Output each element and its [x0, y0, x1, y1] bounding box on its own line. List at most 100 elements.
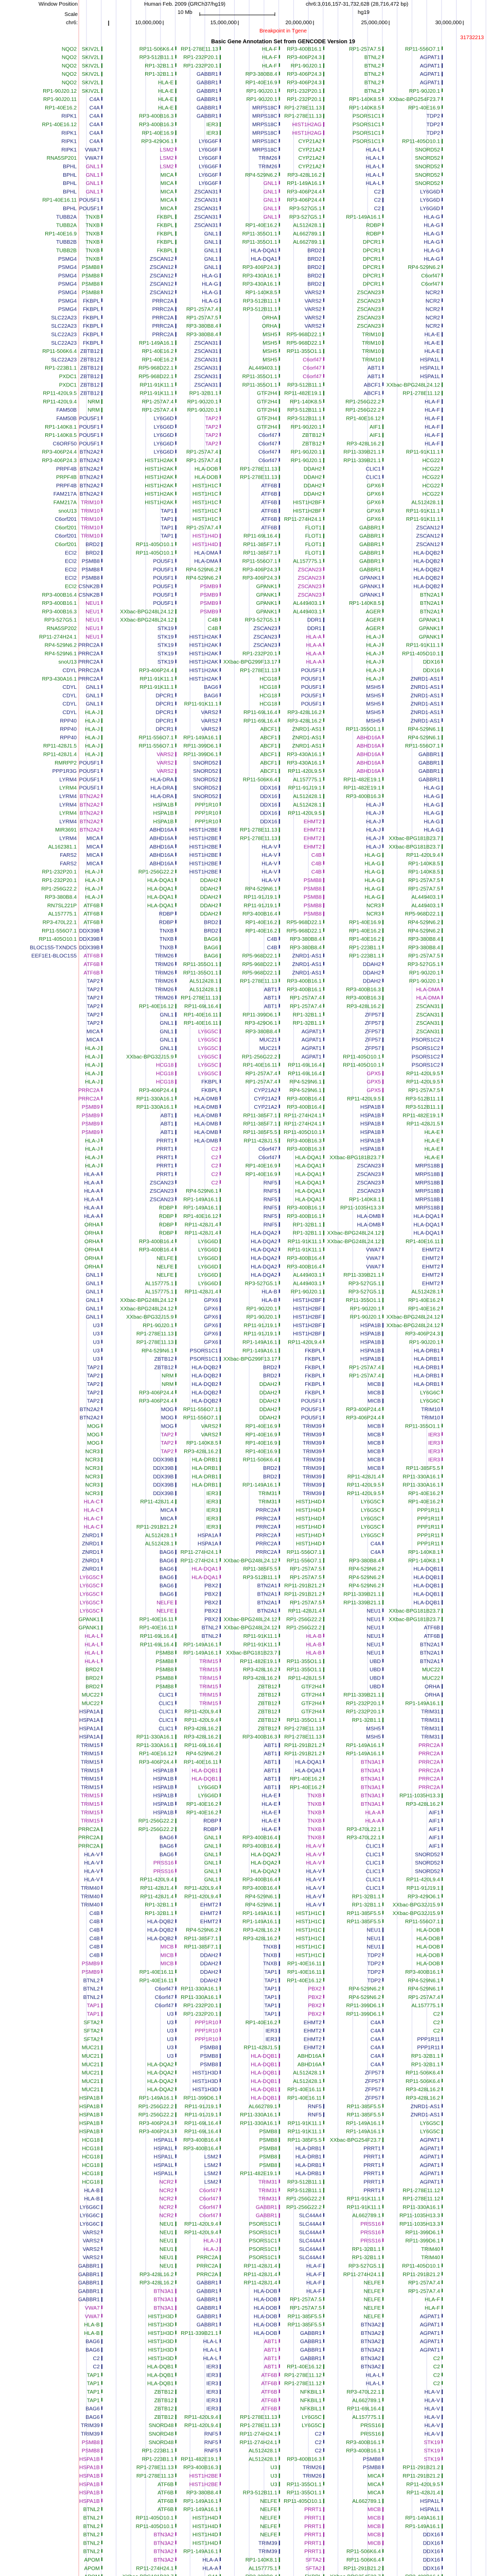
svg-text:VARS2: VARS2 [305, 315, 322, 321]
svg-text:TRIM15: TRIM15 [199, 1684, 218, 1690]
svg-text:U3: U3 [167, 2028, 173, 2034]
svg-text:PRRC2A: PRRC2A [418, 1743, 440, 1749]
svg-text:RP1-40E16.12: RP1-40E16.12 [287, 1978, 322, 1984]
svg-text:PBX2: PBX2 [308, 1987, 322, 1992]
svg-text:BAG6: BAG6 [85, 2406, 100, 2412]
svg-text:BTN3A2: BTN3A2 [153, 2540, 173, 2546]
svg-text:RDBP: RDBP [159, 1231, 174, 1236]
svg-text:LY6G5C: LY6G5C [198, 1063, 218, 1069]
svg-text:RP3-429O6.1: RP3-429O6.1 [408, 1894, 440, 1900]
svg-text:HLA-DQA1: HLA-DQA1 [295, 1760, 322, 1766]
svg-text:HCG18: HCG18 [82, 2138, 100, 2143]
svg-text:TRIM40: TRIM40 [81, 1894, 100, 1900]
svg-text:HLA-DQA1: HLA-DQA1 [295, 1155, 322, 1161]
svg-text:RP1-32B1.1: RP1-32B1.1 [293, 1021, 322, 1026]
svg-text:RP1-90J20.1: RP1-90J20.1 [350, 1306, 381, 1312]
svg-text:C6orf201: C6orf201 [55, 534, 77, 539]
svg-text:VARS2: VARS2 [83, 2255, 100, 2261]
svg-text:NRM: NRM [88, 399, 99, 405]
svg-text:POU5F1: POU5F1 [301, 1399, 322, 1404]
svg-text:RP1-223B1.1: RP1-223B1.1 [142, 2448, 174, 2454]
svg-text:RP11-420L9.5: RP11-420L9.5 [43, 391, 77, 397]
svg-text:HLA-E: HLA-E [424, 1147, 440, 1153]
svg-text:PRRC2A: PRRC2A [418, 1768, 440, 1774]
svg-text:RP3-512B11.1: RP3-512B11.1 [139, 55, 174, 61]
svg-text:HIST1H2BE: HIST1H2BE [189, 2473, 218, 2479]
svg-text:HLA-G: HLA-G [424, 223, 440, 229]
svg-text:HLA-V: HLA-V [261, 870, 277, 875]
svg-text:ABHD16A: ABHD16A [357, 743, 381, 749]
svg-text:PSMB8: PSMB8 [82, 567, 100, 573]
svg-text:RP1-149A16.1: RP1-149A16.1 [183, 2499, 218, 2504]
svg-text:PSORS1C1: PSORS1C1 [353, 130, 381, 136]
svg-text:TUBB2B: TUBB2B [56, 248, 77, 254]
svg-text:RP3-428L16.2: RP3-428L16.2 [346, 441, 381, 447]
svg-text:TNXB: TNXB [307, 1819, 322, 1824]
svg-text:TRIM26: TRIM26 [258, 164, 277, 170]
svg-text:GNL1: GNL1 [160, 1012, 173, 1018]
svg-text:RP1-278E11.12: RP1-278E11.12 [284, 2372, 322, 2378]
svg-text:PSMG4: PSMG4 [58, 298, 77, 304]
svg-text:PRRC2A: PRRC2A [152, 298, 174, 304]
svg-text:HLA-DQA1: HLA-DQA1 [191, 1567, 218, 1572]
svg-text:RP3-512B11.1: RP3-512B11.1 [406, 1105, 440, 1110]
svg-text:HLA-J: HLA-J [366, 634, 381, 640]
svg-text:GABBR1: GABBR1 [78, 2297, 100, 2303]
svg-text:RP1-149A16.1: RP1-149A16.1 [183, 2507, 218, 2513]
svg-text:GNL1: GNL1 [160, 1038, 173, 1043]
svg-text:TRIM15: TRIM15 [81, 1751, 100, 1757]
svg-text:RP3-400B16.4: RP3-400B16.4 [139, 1239, 174, 1245]
svg-text:LY6G6D: LY6G6D [154, 450, 174, 455]
svg-text:MUC22: MUC22 [82, 1692, 100, 1698]
svg-text:HLA-E: HLA-E [261, 1802, 277, 1807]
svg-text:NEU1: NEU1 [366, 1642, 381, 1648]
svg-text:VARS2: VARS2 [305, 324, 322, 329]
svg-text:LY6G5C: LY6G5C [361, 1508, 381, 1514]
svg-text:RNF5: RNF5 [204, 2448, 218, 2454]
svg-text:VARS2: VARS2 [201, 1424, 218, 1430]
svg-text:GPX5: GPX5 [366, 1088, 381, 1094]
svg-text:PRRC2A: PRRC2A [256, 1541, 277, 1547]
svg-text:HSPA1B: HSPA1B [360, 1340, 381, 1346]
svg-text:GABBR1: GABBR1 [197, 2314, 218, 2319]
svg-text:SKIV2L: SKIV2L [82, 89, 100, 94]
svg-text:RP1-90J20.1: RP1-90J20.1 [291, 425, 322, 430]
svg-text:ATF6B: ATF6B [83, 970, 99, 976]
svg-text:PSMG4: PSMG4 [58, 282, 77, 287]
svg-text:AL162381.1: AL162381.1 [48, 844, 77, 850]
svg-text:RP1-40E16.11: RP1-40E16.11 [287, 1961, 322, 1967]
svg-text:PSMB8: PSMB8 [304, 878, 322, 884]
svg-text:RP1-149A16.1: RP1-149A16.1 [405, 2524, 440, 2530]
svg-text:RP11-385F5.5: RP11-385F5.5 [288, 2323, 322, 2328]
svg-text:HLA-G: HLA-G [364, 861, 380, 867]
svg-text:IER3: IER3 [206, 2381, 218, 2387]
svg-text:RP1-257A7.5: RP1-257A7.5 [290, 1600, 322, 1606]
svg-text:IER3: IER3 [428, 1458, 440, 1463]
svg-text:RP1-40E16.9: RP1-40E16.9 [142, 130, 174, 136]
svg-text:RP1-232P20.1: RP1-232P20.1 [287, 89, 322, 94]
svg-text:FARS2: FARS2 [60, 861, 77, 867]
svg-text:ABT1: ABT1 [264, 1751, 277, 1757]
svg-text:PPP1R10: PPP1R10 [195, 2037, 218, 2042]
svg-text:ZSCAN23: ZSCAN23 [298, 575, 322, 581]
svg-text:C6orf47: C6orf47 [199, 2213, 218, 2219]
svg-text:RP11-399D6.1: RP11-399D6.1 [183, 752, 218, 758]
svg-text:ORHA: ORHA [262, 315, 277, 321]
svg-text:RP1-278E11.13: RP1-278E11.13 [284, 114, 322, 120]
svg-text:RP1-140K8.1: RP1-140K8.1 [349, 1197, 381, 1202]
svg-text:IER3: IER3 [206, 130, 218, 136]
svg-text:VWA7: VWA7 [85, 2306, 100, 2311]
svg-text:BAG6: BAG6 [204, 693, 218, 699]
svg-text:STK19: STK19 [158, 659, 174, 665]
svg-text:HLA-V: HLA-V [306, 1894, 321, 1900]
svg-text:MSH5: MSH5 [366, 1735, 381, 1740]
svg-text:MICB: MICB [368, 1458, 381, 1463]
svg-text:SNORD52: SNORD52 [415, 1869, 440, 1874]
svg-text:PSMB9: PSMB9 [200, 609, 218, 615]
svg-text:RP11-428J1.4: RP11-428J1.4 [140, 1886, 173, 1891]
svg-text:C2: C2 [374, 189, 381, 195]
svg-text:NELFE: NELFE [364, 2306, 381, 2311]
svg-text:TAP2: TAP2 [87, 1365, 100, 1370]
svg-text:NFKBIL1: NFKBIL1 [300, 2389, 322, 2395]
svg-text:POU5F1: POU5F1 [79, 425, 100, 430]
